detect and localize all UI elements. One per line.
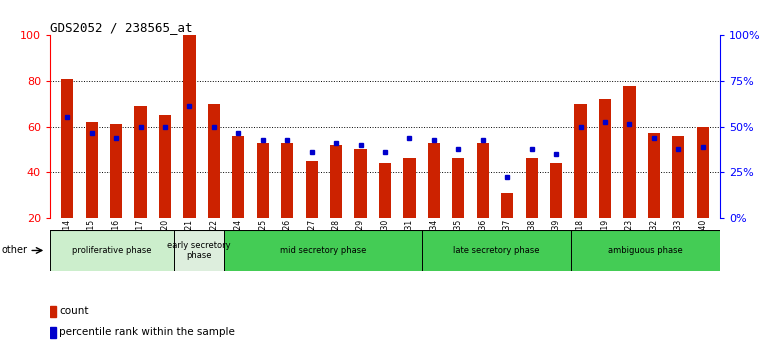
Text: percentile rank within the sample: percentile rank within the sample	[59, 327, 235, 337]
Bar	[599, 99, 611, 218]
Text: proliferative phase: proliferative phase	[72, 246, 152, 255]
Bar	[256, 143, 269, 218]
Bar	[50, 230, 174, 271]
Bar	[159, 115, 171, 218]
Bar	[224, 230, 422, 271]
Bar	[174, 230, 224, 271]
Bar	[672, 136, 685, 218]
Text: other: other	[2, 245, 28, 256]
Bar	[403, 159, 416, 218]
Text: GDS2052 / 238565_at: GDS2052 / 238565_at	[50, 21, 192, 34]
Bar	[422, 230, 571, 271]
Text: count: count	[59, 307, 89, 316]
Bar	[306, 161, 318, 218]
Bar	[50, 327, 56, 338]
Bar	[624, 86, 635, 218]
Bar	[61, 79, 73, 218]
Bar	[85, 122, 98, 218]
Bar	[648, 133, 660, 218]
Text: early secretory
phase: early secretory phase	[167, 241, 231, 260]
Bar	[208, 104, 220, 218]
Bar	[550, 163, 562, 218]
Bar	[50, 306, 56, 318]
Bar	[233, 136, 244, 218]
Bar	[452, 159, 464, 218]
Bar	[354, 149, 367, 218]
Text: mid secretory phase: mid secretory phase	[280, 246, 367, 255]
Bar	[571, 230, 720, 271]
Text: ambiguous phase: ambiguous phase	[608, 246, 683, 255]
Bar	[379, 163, 391, 218]
Text: late secretory phase: late secretory phase	[454, 246, 540, 255]
Bar	[526, 159, 537, 218]
Bar	[183, 35, 196, 218]
Bar	[281, 143, 293, 218]
Bar	[135, 106, 146, 218]
Bar	[574, 104, 587, 218]
Bar	[330, 145, 342, 218]
Bar	[501, 193, 514, 218]
Bar	[697, 126, 709, 218]
Bar	[477, 143, 489, 218]
Bar	[110, 124, 122, 218]
Bar	[428, 143, 440, 218]
